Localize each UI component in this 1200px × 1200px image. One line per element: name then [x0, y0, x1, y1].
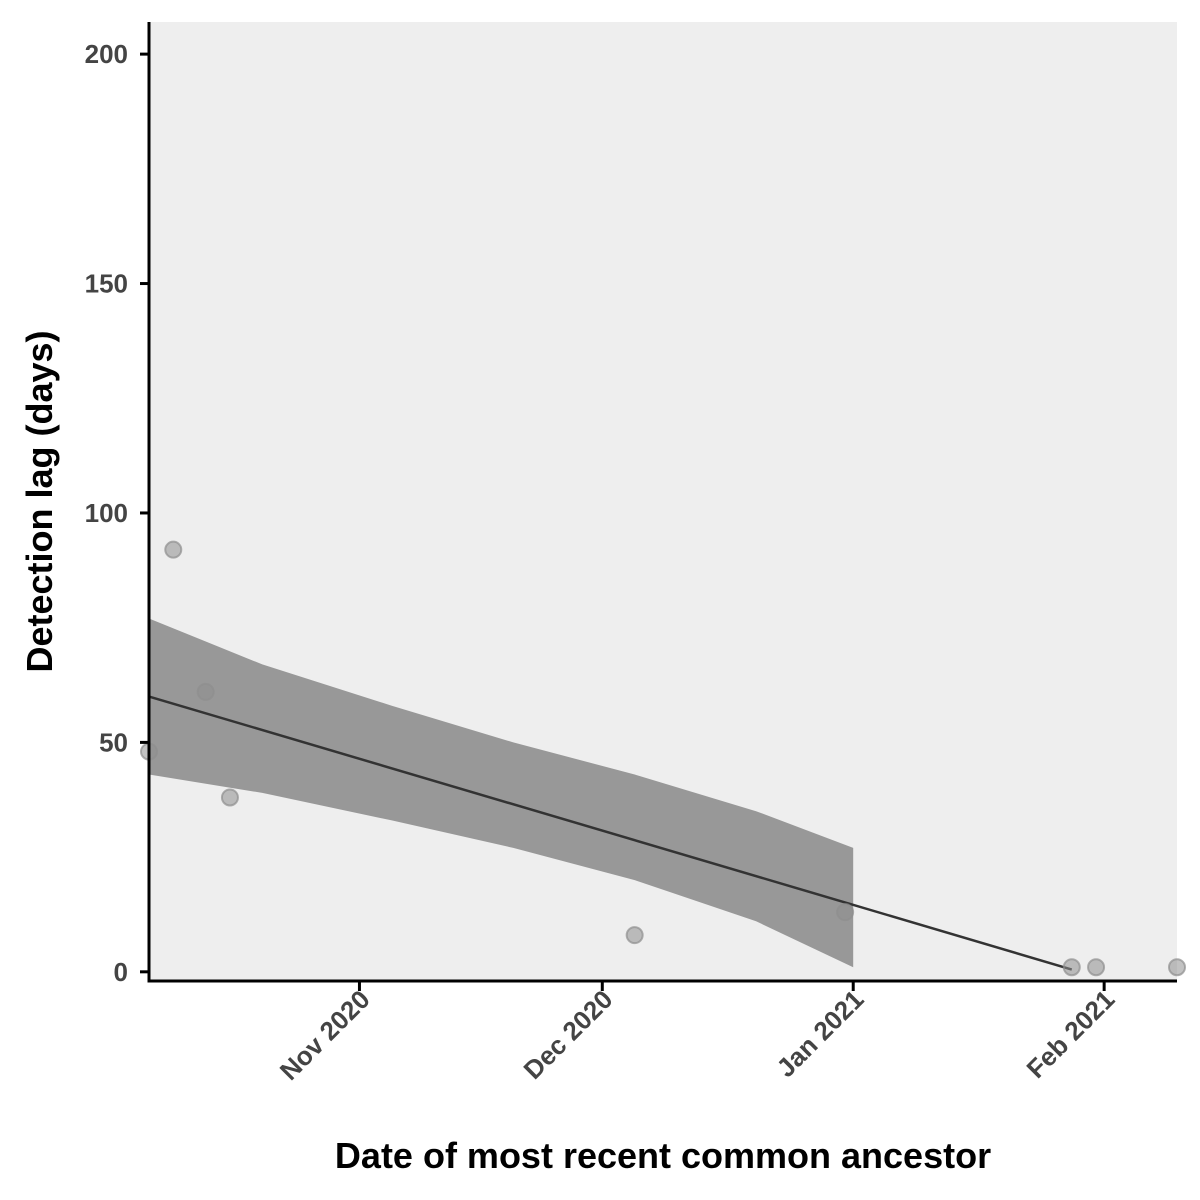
data-point-2 [164, 540, 183, 559]
x-tick-label: Nov 2020 [274, 984, 376, 1086]
confidence-band [149, 618, 854, 968]
y-tick-label: 50 [99, 727, 128, 757]
y-tick-label: 0 [114, 957, 128, 987]
x-axis-ticks: Nov 2020 Dec 2020 Jan 2021 Feb 2021 [274, 981, 1120, 1086]
y-tick-label: 200 [85, 39, 128, 69]
data-point-7 [1062, 958, 1081, 977]
x-axis-title: Date of most recent common ancestor [335, 1135, 991, 1176]
y-axis-ticks: 0 50 100 150 200 [85, 39, 149, 987]
x-tick-label: Feb 2021 [1020, 984, 1120, 1084]
data-point-8 [1087, 958, 1106, 977]
x-tick-label: Jan 2021 [771, 984, 870, 1083]
y-axis-title: Detection lag (days) [19, 330, 60, 672]
data-point-3 [196, 682, 215, 701]
data-point-5 [625, 926, 644, 945]
x-tick-label: Dec 2020 [518, 984, 619, 1085]
data-point-6 [836, 903, 855, 922]
data-point-4 [220, 788, 239, 807]
y-tick-label: 150 [85, 269, 128, 299]
trend-line [148, 695, 1073, 971]
data-point-9 [1168, 958, 1186, 977]
y-tick-label: 100 [85, 498, 128, 528]
